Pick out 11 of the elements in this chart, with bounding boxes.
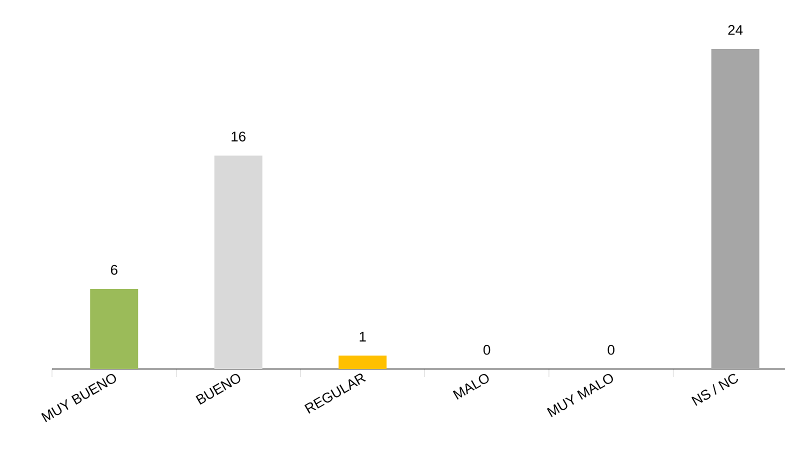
bar xyxy=(214,156,262,369)
data-label: 0 xyxy=(608,344,614,355)
data-label: 0 xyxy=(484,344,490,355)
x-tick-label: NS / NC xyxy=(691,374,738,406)
data-label: 1 xyxy=(360,332,366,342)
bar xyxy=(90,288,138,369)
data-label: 24 xyxy=(728,25,743,35)
data-label: 16 xyxy=(232,132,246,142)
bar xyxy=(711,48,760,369)
bar xyxy=(338,356,387,369)
data-label: 6 xyxy=(110,264,118,275)
